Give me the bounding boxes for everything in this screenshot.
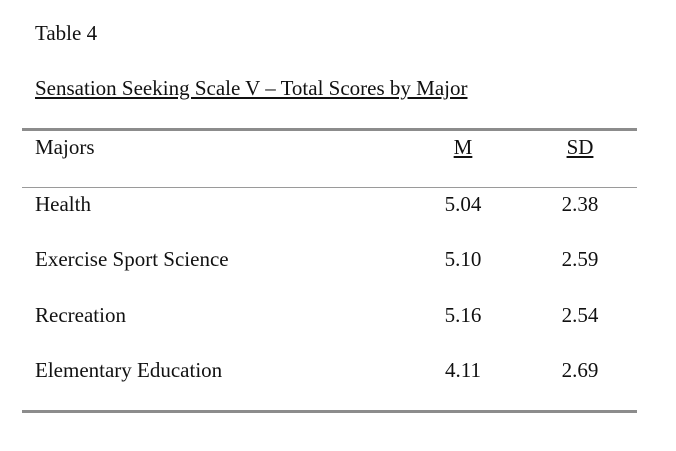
table-label: Table 4 <box>35 21 98 45</box>
table-row: Health 5.04 2.38 <box>0 191 676 217</box>
column-header-sd: SD <box>540 134 620 160</box>
cell-mean: 5.04 <box>444 192 482 216</box>
cell-sd: 2.59 <box>561 247 599 271</box>
cell-sd: 2.69 <box>561 358 599 382</box>
cell-mean: 5.16 <box>444 303 482 327</box>
column-header-majors: Majors <box>35 135 95 159</box>
table-top-rule <box>22 128 637 131</box>
cell-major: Health <box>35 192 91 216</box>
column-header-sd-label: SD <box>566 135 594 159</box>
table-header-row: Majors M SD <box>0 134 676 160</box>
table-row: Recreation 5.16 2.54 <box>0 302 676 328</box>
table-row: Elementary Education 4.11 2.69 <box>0 357 676 383</box>
column-header-mean: M <box>423 134 503 160</box>
table-row: Exercise Sport Science 5.10 2.59 <box>0 246 676 272</box>
table-bottom-rule <box>22 410 637 413</box>
cell-sd: 2.54 <box>561 303 599 327</box>
cell-mean: 5.10 <box>444 247 482 271</box>
column-header-mean-label: M <box>453 135 473 159</box>
table-header-rule <box>22 187 637 188</box>
cell-major: Elementary Education <box>35 358 223 382</box>
cell-mean: 4.11 <box>445 358 481 382</box>
cell-sd: 2.38 <box>561 192 599 216</box>
table-title: Sensation Seeking Scale V – Total Scores… <box>35 76 468 100</box>
cell-major: Exercise Sport Science <box>35 247 229 271</box>
cell-major: Recreation <box>35 303 126 327</box>
